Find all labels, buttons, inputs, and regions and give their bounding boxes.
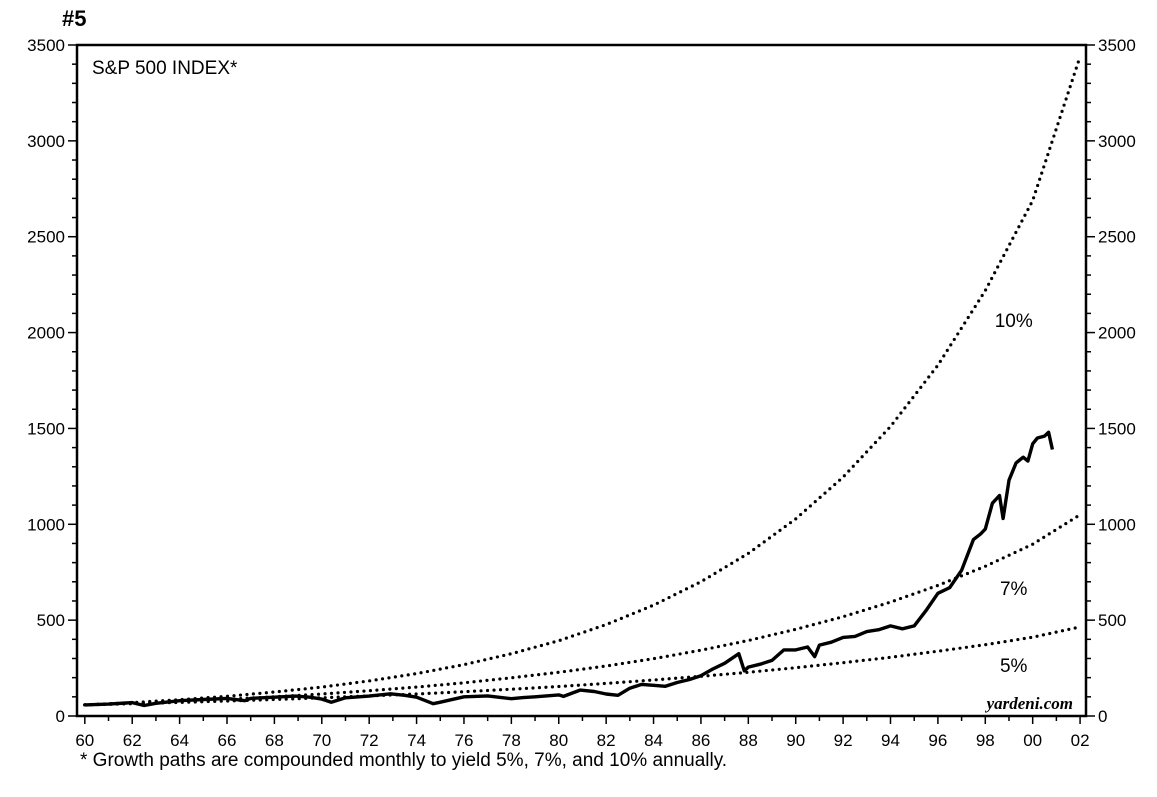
y-tick-label-right: 2000 (1098, 324, 1136, 343)
y-tick-label-right: 3000 (1098, 132, 1136, 151)
x-tick-label: 60 (75, 731, 94, 750)
chart-number: #5 (62, 6, 86, 31)
x-tick-label: 88 (739, 731, 758, 750)
y-tick-label-right: 1500 (1098, 419, 1136, 438)
y-tick-label-left: 0 (56, 707, 65, 726)
sp500-index-line (84, 430, 1055, 708)
growth-path-10pct (83, 54, 1082, 707)
x-tick-label: 02 (1071, 731, 1090, 750)
x-tick-label: 98 (976, 731, 995, 750)
series-layer (83, 54, 1082, 708)
x-tick-label: 74 (407, 731, 426, 750)
chart-title: S&P 500 INDEX* (92, 58, 238, 79)
x-tick-label: 76 (455, 731, 474, 750)
x-tick-label: 66 (218, 731, 237, 750)
x-tick-label: 86 (691, 731, 710, 750)
x-tick-label: 68 (265, 731, 284, 750)
y-tick-label-left: 3000 (27, 132, 65, 151)
x-tick-label: 00 (1023, 731, 1042, 750)
watermark: yardeni.com (985, 694, 1073, 713)
growth-path-5pct (83, 625, 1082, 707)
growth-rate-label: 10% (995, 311, 1033, 332)
x-tick-label: 78 (502, 731, 521, 750)
y-tick-label-right: 2500 (1098, 228, 1136, 247)
y-tick-label-left: 500 (37, 611, 65, 630)
x-tick-label: 92 (834, 731, 853, 750)
x-tick-label: 62 (123, 731, 142, 750)
y-tick-label-left: 2000 (27, 324, 65, 343)
x-tick-label: 70 (312, 731, 331, 750)
y-tick-label-left: 1000 (27, 515, 65, 534)
x-tick-label: 80 (549, 731, 568, 750)
y-tick-label-right: 3500 (1098, 36, 1136, 55)
annotations: 10% 7% 5% (995, 311, 1033, 677)
footnote: * Growth paths are compounded monthly to… (80, 750, 728, 771)
x-tick-label: 82 (597, 731, 616, 750)
y-tick-label-right: 0 (1098, 707, 1107, 726)
x-tick-label: 94 (881, 731, 900, 750)
x-tick-label: 64 (170, 731, 189, 750)
x-tick-label: 72 (360, 731, 379, 750)
growth-rate-label: 5% (1000, 656, 1028, 677)
x-tick-label: 90 (786, 731, 805, 750)
y-tick-label-left: 3500 (27, 36, 65, 55)
y-tick-label-left: 1500 (27, 419, 65, 438)
y-tick-label-left: 2500 (27, 228, 65, 247)
x-tick-label: 96 (928, 731, 947, 750)
y-tick-label-right: 1000 (1098, 515, 1136, 534)
y-tick-label-right: 500 (1098, 611, 1126, 630)
growth-path-7pct (83, 513, 1082, 707)
x-tick-label: 84 (644, 731, 663, 750)
growth-rate-label: 7% (1000, 579, 1028, 600)
plot-frame (75, 43, 1088, 718)
